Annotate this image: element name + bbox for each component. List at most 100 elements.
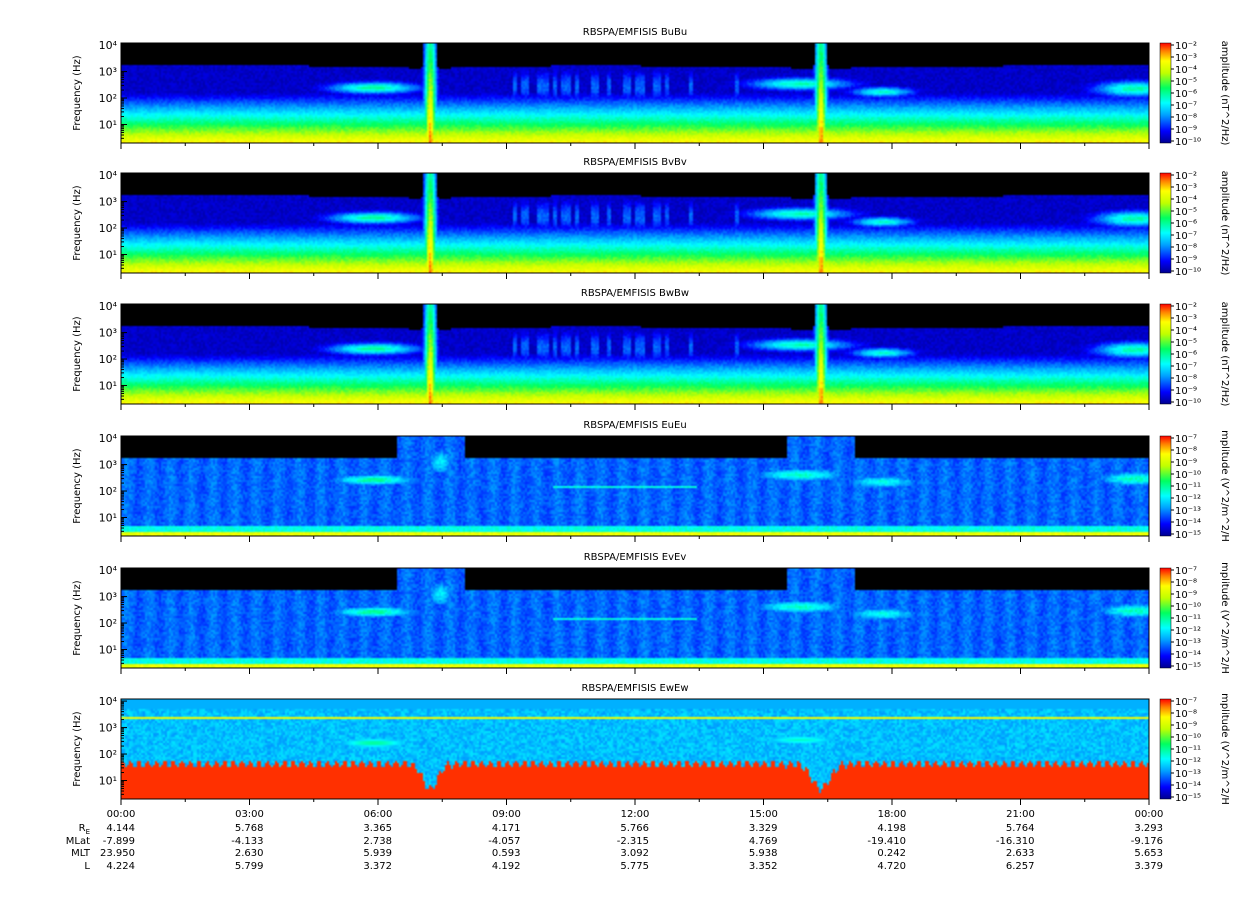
ephemeris-value: -19.410 [867, 836, 906, 847]
ephemeris-value: 0.242 [877, 848, 906, 859]
ephemeris-value: 5.766 [620, 823, 649, 834]
colorbar-tick-label: 10⁻¹⁰ [1175, 733, 1201, 744]
panel-title: RBSPA/EMFISIS BwBw [581, 288, 689, 299]
colorbar-tick-label: 10⁻¹⁵ [1175, 662, 1201, 673]
ephemeris-value: -7.899 [103, 836, 135, 847]
colorbar-tick-label: 10⁻² [1175, 171, 1197, 182]
ephemeris-value: -16.310 [996, 836, 1035, 847]
spectrogram-image [121, 304, 1149, 404]
y-axis-label: Frequency (Hz) [72, 316, 83, 392]
colorbar-tick-label: 10⁻⁶ [1175, 219, 1197, 230]
y-tick-label: 10¹ [99, 118, 117, 131]
colorbar-tick-label: 10⁻¹⁰ [1175, 470, 1201, 481]
y-tick-label: 10⁴ [99, 39, 118, 52]
y-tick-label: 10² [99, 353, 117, 366]
y-axis-label: Frequency (Hz) [72, 448, 83, 524]
ephemeris-value: 3.379 [1134, 861, 1163, 872]
ephemeris-value: 2.738 [363, 836, 392, 847]
colorbar-tick-label: 10⁻⁸ [1175, 578, 1197, 589]
colorbar-label: mplitude (V^2/m^2/H [1219, 562, 1230, 674]
x-tick-label: 00:00 [1135, 809, 1164, 820]
ephemeris-value: 4.192 [492, 861, 521, 872]
ephemeris-value: 3.092 [620, 848, 649, 859]
panel-3: RBSPA/EMFISIS BwBw 10¹ 10² 10³ 10⁴ Frequency … [72, 288, 1230, 410]
y-axis-label: Frequency (Hz) [72, 711, 83, 787]
colorbar [1159, 567, 1172, 669]
x-tick-label: 21:00 [1006, 809, 1035, 820]
ephemeris-value: 5.775 [620, 861, 649, 872]
colorbar-tick-label: 10⁻⁴ [1175, 326, 1197, 337]
colorbar-tick-label: 10⁻⁹ [1175, 125, 1197, 136]
panel-title: RBSPA/EMFISIS BvBv [583, 157, 687, 168]
x-tick-label: 09:00 [492, 809, 521, 820]
ephemeris-table: RE 4.144 5.768 3.365 4.171 5.766 3.329 4.198 5.7… [66, 823, 1163, 872]
ephemeris-value: 5.938 [749, 848, 778, 859]
x-tick-label: 06:00 [364, 809, 393, 820]
spectrogram-image [121, 568, 1149, 668]
ephemeris-value: 4.198 [877, 823, 906, 834]
y-tick-label: 10¹ [99, 248, 117, 261]
y-tick-label: 10¹ [99, 379, 117, 392]
colorbar-tick-label: 10⁻¹³ [1175, 769, 1201, 780]
colorbar-tick-label: 10⁻⁹ [1175, 590, 1197, 601]
colorbar-tick-label: 10⁻⁴ [1175, 65, 1197, 76]
y-tick-label: 10² [99, 485, 117, 498]
colorbar-label: amplitude (nT^2/Hz) [1219, 171, 1230, 276]
x-tick-label: 00:00 [107, 809, 136, 820]
x-tick-label: 15:00 [749, 809, 778, 820]
colorbar [1159, 698, 1172, 800]
ephemeris-value: -2.315 [617, 836, 649, 847]
colorbar-tick-label: 10⁻⁸ [1175, 709, 1197, 720]
y-tick-label: 10³ [99, 196, 117, 209]
colorbar-tick-label: 10⁻¹² [1175, 757, 1201, 768]
colorbar-tick-label: 10⁻⁹ [1175, 386, 1197, 397]
ephemeris-value: 4.769 [749, 836, 778, 847]
y-tick-label: 10⁴ [99, 300, 118, 313]
colorbar-label: mplitude (V^2/m^2/H [1219, 430, 1230, 542]
y-tick-label: 10³ [99, 722, 117, 735]
colorbar-tick-label: 10⁻⁶ [1175, 89, 1197, 100]
panel-5: RBSPA/EMFISIS EvEv 10¹ 10² 10³ 10⁴ Frequency … [72, 552, 1230, 674]
y-tick-label: 10³ [99, 66, 117, 79]
ephemeris-value: 5.768 [235, 823, 264, 834]
colorbar-tick-label: 10⁻¹² [1175, 494, 1201, 505]
colorbar-tick-label: 10⁻⁹ [1175, 255, 1197, 266]
spectrogram-image [121, 43, 1149, 143]
ephemeris-value: 3.372 [363, 861, 392, 872]
ephemeris-value: 3.352 [749, 861, 778, 872]
y-tick-label: 10² [99, 222, 117, 235]
ephemeris-value: -9.176 [1131, 836, 1163, 847]
ephemeris-value: 4.171 [492, 823, 521, 834]
colorbar-tick-label: 10⁻¹⁴ [1175, 781, 1201, 792]
colorbar-tick-label: 10⁻³ [1175, 314, 1197, 325]
y-tick-label: 10² [99, 617, 117, 630]
ephemeris-value: 2.630 [235, 848, 264, 859]
colorbar-tick-label: 10⁻⁸ [1175, 446, 1197, 457]
ephemeris-value: 0.593 [492, 848, 521, 859]
ephemeris-value: 5.653 [1134, 848, 1163, 859]
panel-2: RBSPA/EMFISIS BvBv 10¹ 10² 10³ 10⁴ Frequency … [72, 157, 1230, 279]
y-tick-label: 10⁴ [99, 695, 118, 708]
ephemeris-value: 6.257 [1006, 861, 1035, 872]
colorbar-tick-label: 10⁻¹⁰ [1175, 137, 1201, 148]
y-tick-label: 10⁴ [99, 564, 118, 577]
ephemeris-value: 4.720 [877, 861, 906, 872]
colorbar-tick-label: 10⁻¹³ [1175, 638, 1201, 649]
colorbar-tick-label: 10⁻⁷ [1175, 566, 1197, 577]
y-tick-label: 10² [99, 748, 117, 761]
spectrogram-image [121, 699, 1149, 799]
colorbar-tick-label: 10⁻⁸ [1175, 113, 1197, 124]
y-axis-label: Frequency (Hz) [72, 580, 83, 656]
colorbar-tick-label: 10⁻³ [1175, 53, 1197, 64]
y-tick-label: 10¹ [99, 643, 117, 656]
ephemeris-value: 5.764 [1006, 823, 1035, 834]
y-tick-label: 10⁴ [99, 432, 118, 445]
panel-title: RBSPA/EMFISIS EvEv [584, 552, 687, 563]
time-axis: 00:00 03:00 06:00 09:00 12:00 15:00 18:00 21:00… [107, 809, 1164, 820]
y-tick-label: 10³ [99, 459, 117, 472]
colorbar-tick-label: 10⁻¹¹ [1175, 482, 1201, 493]
ephemeris-row-label: L [84, 861, 90, 872]
ephemeris-value: 3.293 [1134, 823, 1163, 834]
colorbar-tick-label: 10⁻¹⁰ [1175, 602, 1201, 613]
